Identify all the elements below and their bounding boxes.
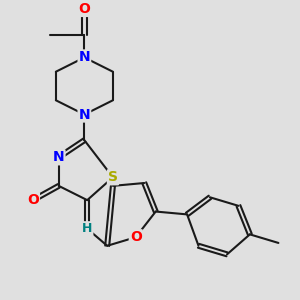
Text: O: O [27, 193, 39, 207]
Text: N: N [79, 50, 90, 64]
Text: O: O [78, 2, 90, 16]
Text: N: N [79, 107, 90, 122]
Text: H: H [82, 222, 92, 235]
Text: N: N [53, 150, 64, 164]
Text: O: O [130, 230, 142, 244]
Text: S: S [108, 170, 118, 184]
